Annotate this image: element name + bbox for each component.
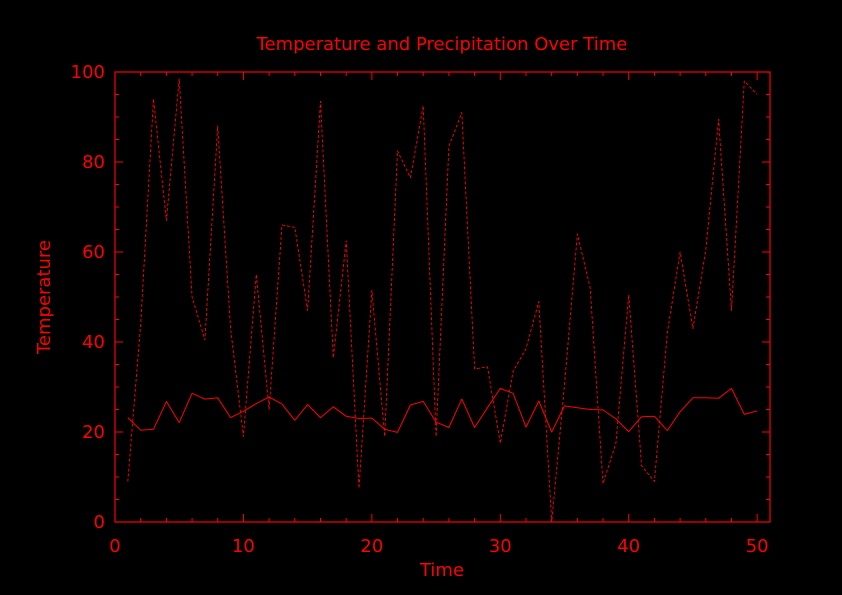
chart-title: Temperature and Precipitation Over Time xyxy=(256,34,628,55)
y-tick-label: 40 xyxy=(82,332,105,353)
y-tick-label: 100 xyxy=(71,62,105,83)
y-tick-label: 60 xyxy=(82,242,105,263)
series-line-1 xyxy=(127,387,758,433)
x-tick-label: 40 xyxy=(617,536,640,557)
plot-area: 0 10 20 30 40 50 0 20 40 60 80 100 xyxy=(71,62,771,557)
x-tick-label: 0 xyxy=(109,536,120,557)
y-tick-label: 80 xyxy=(82,152,105,173)
series-line-2 xyxy=(127,78,758,523)
y-tick-label: 20 xyxy=(82,422,105,443)
x-axis-label: Time xyxy=(419,560,464,581)
y-axis-label: Temperature xyxy=(34,240,55,355)
x-tick-label: 10 xyxy=(232,536,255,557)
y-tick-label: 0 xyxy=(94,512,105,533)
x-tick-label: 30 xyxy=(489,536,512,557)
x-tick-label: 20 xyxy=(360,536,383,557)
x-tick-label: 50 xyxy=(746,536,769,557)
